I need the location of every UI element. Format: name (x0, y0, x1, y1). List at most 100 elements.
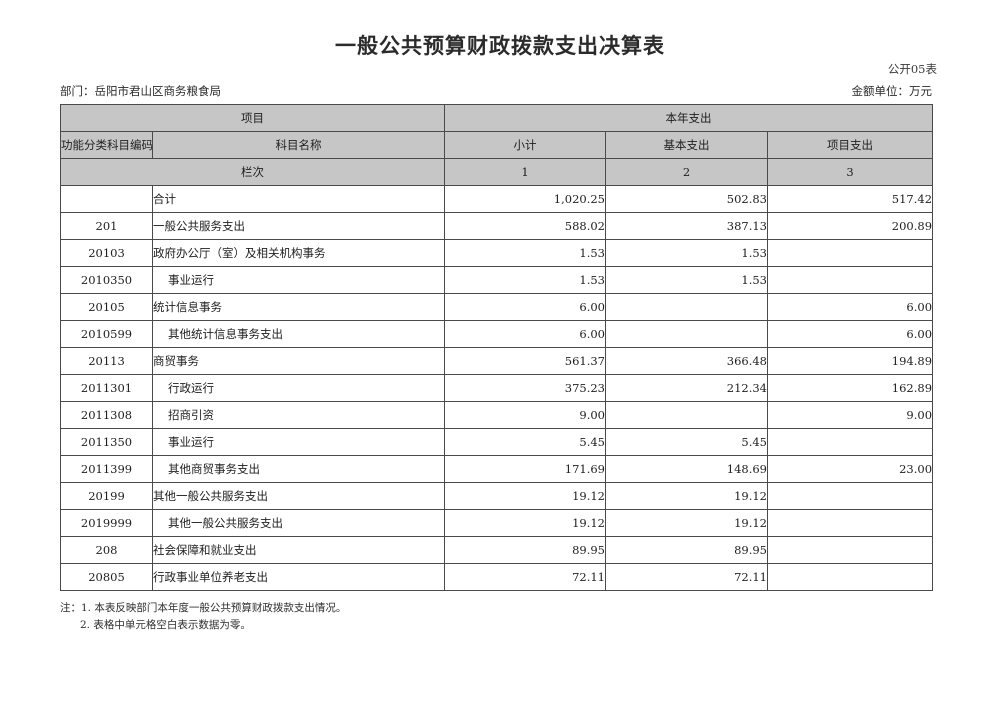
cell-project-expenditure (766, 509, 934, 537)
cell-subject-name: 其他商贸事务支出 (152, 455, 445, 483)
department-label: 部门：岳阳市君山区商务粮食局 (60, 84, 221, 98)
cell-subtotal: 5.45 (444, 428, 606, 456)
cell-function-code (60, 185, 153, 213)
table-row: 20113 商贸事务 561.37 366.48 194.89 (60, 347, 934, 375)
note-line-1: 注：1. 本表反映部门本年度一般公共预算财政拨款支出情况。 (60, 602, 347, 614)
cell-basic-expenditure: 1.53 (605, 239, 768, 267)
cell-function-code: 20105 (60, 293, 153, 321)
table-row: 2010599 其他统计信息事务支出 6.00 6.00 (60, 320, 934, 348)
meta-row: 部门：岳阳市君山区商务粮食局 金额单位：万元 (60, 83, 932, 99)
cell-function-code: 20805 (60, 563, 153, 591)
cell-subtotal: 375.23 (444, 374, 606, 402)
column-header-basic-expenditure: 基本支出 (605, 131, 768, 159)
cell-subtotal: 6.00 (444, 293, 606, 321)
cell-function-code: 208 (60, 536, 153, 564)
note-line-2: 2. 表格中单元格空白表示数据为零。 (80, 619, 251, 631)
cell-function-code: 2011350 (60, 428, 153, 456)
cell-subtotal: 19.12 (444, 509, 606, 537)
page-title: 一般公共预算财政拨款支出决算表 (335, 33, 665, 58)
cell-basic-expenditure: 148.69 (605, 455, 768, 483)
cell-subtotal: 72.11 (444, 563, 606, 591)
cell-project-expenditure (766, 266, 934, 294)
table-body: 合计 1,020.25 502.83 517.42 201 一般公共服务支出 588.02 3… (60, 185, 934, 591)
table-row: 20103 政府办公厅（室）及相关机构事务 1.53 1.53 (60, 239, 934, 267)
cell-function-code: 2019999 (60, 509, 153, 537)
form-code-label: 公开05表 (887, 62, 937, 76)
cell-project-expenditure: 6.00 (766, 320, 934, 348)
column-header-row: 功能分类科目编码 科目名称 小计 基本支出 项目支出 (60, 131, 934, 159)
column-header-subject-name: 科目名称 (152, 131, 445, 159)
cell-subject-name: 政府办公厅（室）及相关机构事务 (152, 239, 445, 267)
cell-subject-name: 行政运行 (152, 374, 445, 402)
table-row: 2011308 招商引资 9.00 9.00 (60, 401, 934, 429)
cell-function-code: 2010599 (60, 320, 153, 348)
column-index-2: 2 (605, 158, 768, 186)
cell-project-expenditure: 517.42 (766, 185, 934, 213)
cell-project-expenditure (766, 482, 934, 510)
cell-basic-expenditure: 212.34 (605, 374, 768, 402)
cell-basic-expenditure: 1.53 (605, 266, 768, 294)
cell-subject-name: 事业运行 (152, 428, 445, 456)
table-row: 2011301 行政运行 375.23 212.34 162.89 (60, 374, 934, 402)
cell-function-code: 2011399 (60, 455, 153, 483)
cell-basic-expenditure: 366.48 (605, 347, 768, 375)
cell-project-expenditure (766, 428, 934, 456)
cell-subject-name: 其他统计信息事务支出 (152, 320, 445, 348)
cell-basic-expenditure (605, 401, 768, 429)
cell-subject-name: 统计信息事务 (152, 293, 445, 321)
cell-subtotal: 171.69 (444, 455, 606, 483)
cell-project-expenditure (766, 239, 934, 267)
group-header-project: 项目 (60, 104, 445, 132)
table-row: 20805 行政事业单位养老支出 72.11 72.11 (60, 563, 934, 591)
table-row: 2011399 其他商贸事务支出 171.69 148.69 23.00 (60, 455, 934, 483)
cell-basic-expenditure: 387.13 (605, 212, 768, 240)
cell-basic-expenditure: 89.95 (605, 536, 768, 564)
table-row: 2019999 其他一般公共服务支出 19.12 19.12 (60, 509, 934, 537)
table-row: 208 社会保障和就业支出 89.95 89.95 (60, 536, 934, 564)
cell-subject-name: 商贸事务 (152, 347, 445, 375)
cell-basic-expenditure: 5.45 (605, 428, 768, 456)
table-row: 2010350 事业运行 1.53 1.53 (60, 266, 934, 294)
table-notes: 注：1. 本表反映部门本年度一般公共预算财政拨款支出情况。 2. 表格中单元格空… (60, 600, 346, 634)
cell-basic-expenditure: 72.11 (605, 563, 768, 591)
cell-basic-expenditure: 502.83 (605, 185, 768, 213)
cell-subject-name: 一般公共服务支出 (152, 212, 445, 240)
cell-subtotal: 1.53 (444, 239, 606, 267)
cell-project-expenditure (766, 536, 934, 564)
column-header-function-code: 功能分类科目编码 (60, 131, 153, 159)
cell-function-code: 20199 (60, 482, 153, 510)
cell-function-code: 2011301 (60, 374, 153, 402)
column-header-subtotal: 小计 (444, 131, 606, 159)
cell-subtotal: 6.00 (444, 320, 606, 348)
cell-project-expenditure: 23.00 (766, 455, 934, 483)
group-header-row: 项目 本年支出 (60, 104, 934, 132)
cell-subtotal: 588.02 (444, 212, 606, 240)
cell-subject-name: 其他一般公共服务支出 (152, 482, 445, 510)
budget-expenditure-table: 项目 本年支出 功能分类科目编码 科目名称 小计 基本支出 项目支出 栏次 1 … (60, 104, 934, 591)
cell-basic-expenditure: 19.12 (605, 509, 768, 537)
cell-subtotal: 89.95 (444, 536, 606, 564)
cell-function-code: 2010350 (60, 266, 153, 294)
cell-basic-expenditure: 19.12 (605, 482, 768, 510)
cell-subject-name: 合计 (152, 185, 445, 213)
cell-subtotal: 19.12 (444, 482, 606, 510)
cell-function-code: 20103 (60, 239, 153, 267)
column-index-label: 栏次 (60, 158, 445, 186)
cell-subject-name: 行政事业单位养老支出 (152, 563, 445, 591)
table-row: 201 一般公共服务支出 588.02 387.13 200.89 (60, 212, 934, 240)
cell-basic-expenditure (605, 320, 768, 348)
table-row: 合计 1,020.25 502.83 517.42 (60, 185, 934, 213)
cell-subtotal: 9.00 (444, 401, 606, 429)
cell-project-expenditure: 194.89 (766, 347, 934, 375)
cell-subject-name: 社会保障和就业支出 (152, 536, 445, 564)
group-header-current-year: 本年支出 (443, 104, 934, 132)
column-index-3: 3 (766, 158, 934, 186)
cell-function-code: 20113 (60, 347, 153, 375)
cell-function-code: 201 (60, 212, 153, 240)
cell-project-expenditure: 200.89 (766, 212, 934, 240)
table-row: 2011350 事业运行 5.45 5.45 (60, 428, 934, 456)
cell-project-expenditure: 9.00 (766, 401, 934, 429)
cell-subtotal: 561.37 (444, 347, 606, 375)
cell-subject-name: 事业运行 (152, 266, 445, 294)
